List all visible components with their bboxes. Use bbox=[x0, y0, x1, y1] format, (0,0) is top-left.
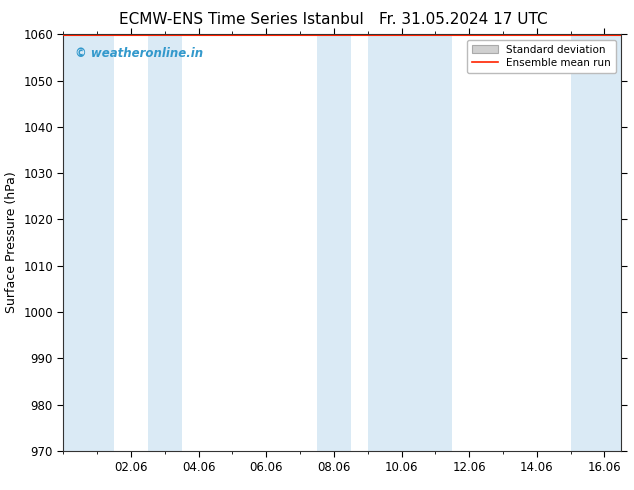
Text: Fr. 31.05.2024 17 UTC: Fr. 31.05.2024 17 UTC bbox=[378, 12, 547, 27]
Text: ECMW-ENS Time Series Istanbul: ECMW-ENS Time Series Istanbul bbox=[119, 12, 363, 27]
Bar bbox=[317, 34, 351, 451]
Bar bbox=[368, 34, 452, 451]
Legend: Standard deviation, Ensemble mean run: Standard deviation, Ensemble mean run bbox=[467, 40, 616, 73]
Y-axis label: Surface Pressure (hPa): Surface Pressure (hPa) bbox=[4, 172, 18, 314]
Text: © weatheronline.in: © weatheronline.in bbox=[75, 47, 203, 60]
Bar bbox=[571, 34, 621, 451]
Bar bbox=[148, 34, 182, 451]
Bar bbox=[63, 34, 114, 451]
